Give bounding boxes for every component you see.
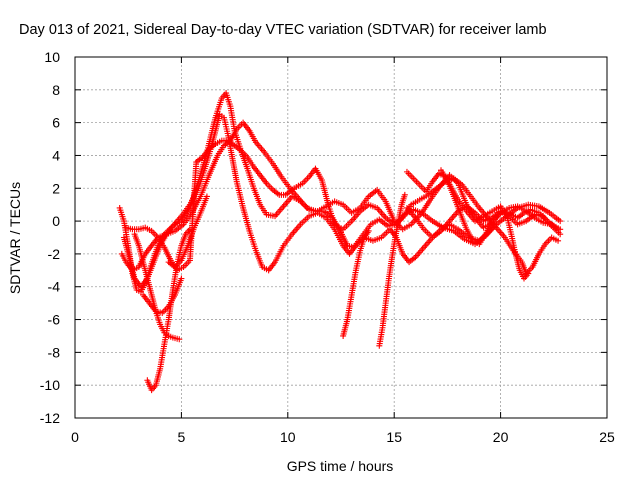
- y-tick-label: -4: [48, 279, 61, 295]
- plot-border: [74, 56, 608, 419]
- x-tick-label: 25: [599, 429, 615, 445]
- chart-title: Day 013 of 2021, Sidereal Day-to-day VTE…: [19, 22, 547, 38]
- data-point: [557, 231, 564, 238]
- y-tick-label: 6: [52, 115, 60, 131]
- x-tick-label: 5: [178, 429, 186, 445]
- y-tick-label: -2: [48, 246, 61, 262]
- x-axis-label: GPS time / hours: [287, 458, 394, 474]
- y-tick-label: 4: [52, 147, 60, 163]
- data-point: [552, 224, 559, 231]
- x-tick-label: 20: [493, 429, 509, 445]
- series-arc3: [120, 111, 500, 290]
- y-tick-label: -6: [48, 312, 61, 328]
- series-arc8: [165, 193, 210, 271]
- data-point: [557, 218, 564, 225]
- x-tick-label: 15: [386, 429, 402, 445]
- data-point: [178, 275, 185, 282]
- y-tick-label: 2: [52, 180, 60, 196]
- data-point: [525, 270, 532, 277]
- series-arc1: [116, 90, 564, 295]
- x-tick-label: 10: [280, 429, 296, 445]
- data-point: [365, 227, 372, 234]
- y-axis-label: SDTVAR / TECUs: [7, 182, 23, 294]
- y-tick-label: -8: [48, 344, 61, 360]
- data-point: [555, 237, 562, 244]
- series-arc9: [340, 227, 372, 339]
- x-tick-label: 0: [71, 429, 79, 445]
- y-tick-label: 8: [52, 82, 60, 98]
- series-arc10: [376, 191, 408, 349]
- y-tick-label: 10: [44, 49, 60, 65]
- series-arc13: [438, 167, 559, 248]
- y-tick-label: -12: [40, 410, 60, 426]
- axis-ticks: 0 5 10 15 20 25 -12 -10 -8 -6 -4 -2 0 2 4 6 8 10: [40, 49, 615, 445]
- data-markers: [116, 90, 564, 394]
- grid-lines: [75, 57, 607, 418]
- y-tick-label: 0: [52, 213, 60, 229]
- data-point: [176, 336, 183, 343]
- data-point: [401, 191, 408, 198]
- data-point: [203, 193, 210, 200]
- y-tick-label: -10: [40, 377, 60, 393]
